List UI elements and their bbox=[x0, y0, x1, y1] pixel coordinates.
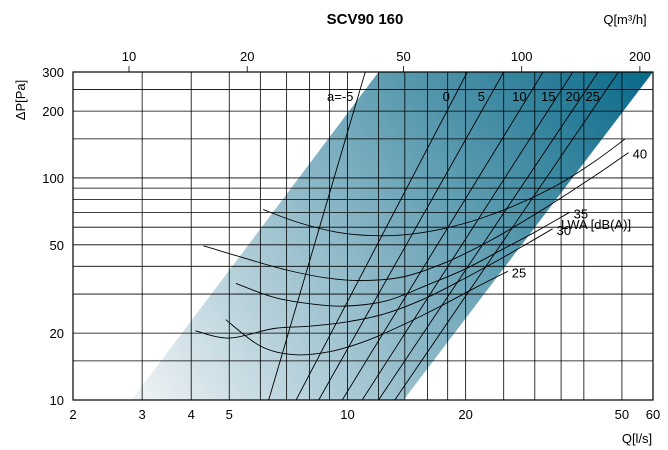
damper-label-0: 0 bbox=[443, 89, 450, 104]
damper-label-10: 10 bbox=[512, 89, 526, 104]
damper-line-20 bbox=[378, 72, 599, 400]
damper-line-5 bbox=[318, 72, 505, 400]
y-tick-label: 300 bbox=[42, 65, 64, 80]
sound-curve-30 bbox=[195, 228, 553, 339]
x-tick-label: 50 bbox=[615, 407, 629, 422]
chart-title: SCV90 160 bbox=[327, 11, 404, 28]
top-axis-tick-label: 10 bbox=[122, 49, 136, 64]
sound-label-25: 25 bbox=[512, 265, 526, 280]
y-tick-label: 100 bbox=[42, 171, 64, 186]
sound-label-40: 40 bbox=[633, 147, 647, 162]
damper-line-15 bbox=[361, 72, 574, 400]
x-tick-label: 3 bbox=[139, 407, 146, 422]
sound-curve-45 bbox=[263, 138, 626, 237]
sound-curve-40 bbox=[203, 152, 629, 282]
sound-curve-25 bbox=[225, 270, 509, 356]
top-axis-tick-label: 200 bbox=[629, 49, 651, 64]
tick-labels: 1020501002003002345102050601020501002003… bbox=[42, 49, 660, 422]
x-tick-label: 5 bbox=[226, 407, 233, 422]
sound-label-35: 35 bbox=[574, 206, 588, 221]
y-tick-label: 50 bbox=[50, 238, 64, 253]
top-axis-unit-label: Q[m³/h] bbox=[603, 12, 646, 27]
damper-label-5: 5 bbox=[478, 89, 485, 104]
damper-line-25 bbox=[394, 72, 619, 400]
damper-label-25: 25 bbox=[585, 89, 599, 104]
grid bbox=[73, 71, 654, 401]
plot-frame bbox=[72, 71, 654, 401]
top-axis-tick-label: 50 bbox=[396, 49, 410, 64]
damper-line--5 bbox=[268, 72, 366, 400]
damper-line-10 bbox=[341, 72, 544, 400]
sound-curve-35 bbox=[235, 211, 570, 307]
y-tick-label: 200 bbox=[42, 104, 64, 119]
x-tick-label: 60 bbox=[646, 407, 660, 422]
y-tick-label: 20 bbox=[50, 326, 64, 341]
x-axis-label: Q[l/s] bbox=[622, 431, 652, 446]
damper-label-15: 15 bbox=[541, 89, 555, 104]
damper-label-20: 20 bbox=[566, 89, 580, 104]
sound-label-30: 30 bbox=[557, 223, 571, 238]
top-axis-tick-label: 20 bbox=[240, 49, 254, 64]
top-axis-tick-label: 100 bbox=[511, 49, 533, 64]
y-tick-label: 10 bbox=[50, 393, 64, 408]
x-tick-label: 4 bbox=[188, 407, 195, 422]
sound-level-label: LWA [dB(A)] bbox=[561, 217, 631, 232]
y-axis-label: ΔP[Pa] bbox=[13, 80, 28, 120]
damper-setting-label: a=-5 bbox=[327, 89, 353, 104]
x-tick-label: 20 bbox=[458, 407, 472, 422]
sound-level-curves bbox=[195, 138, 629, 356]
x-tick-label: 10 bbox=[340, 407, 354, 422]
x-tick-label: 2 bbox=[69, 407, 76, 422]
